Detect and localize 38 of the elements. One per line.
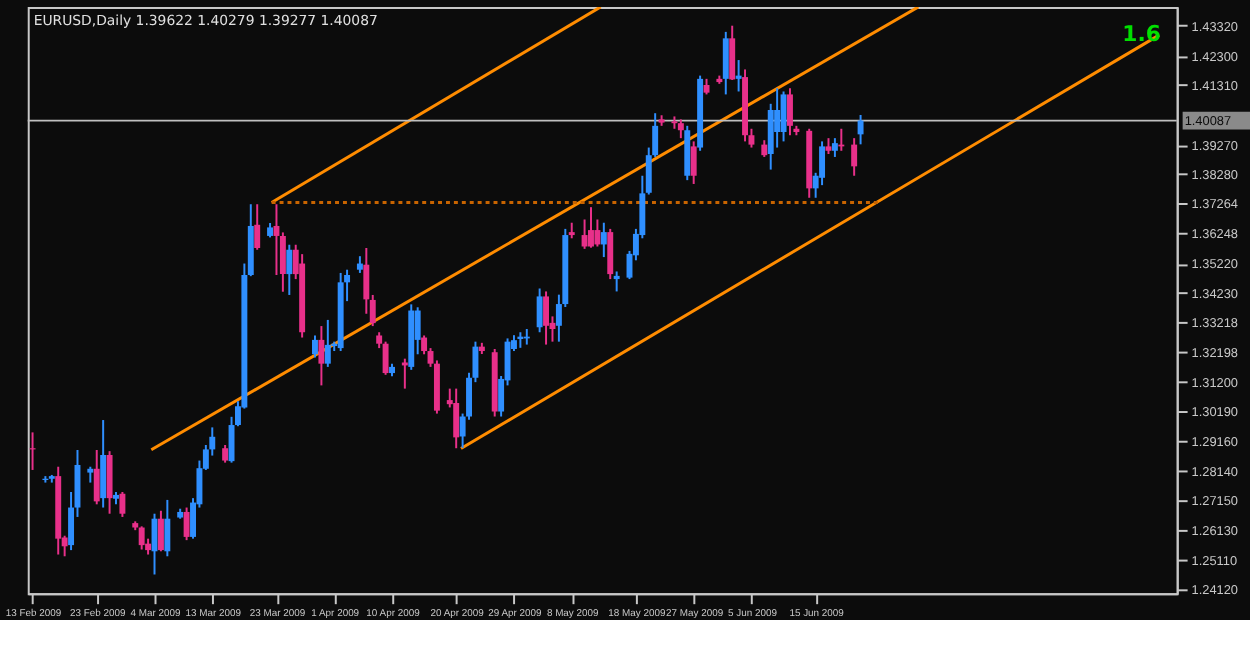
candlestick bbox=[312, 334, 318, 359]
candlestick bbox=[401, 357, 408, 390]
annotation: 1.6 bbox=[1122, 20, 1161, 47]
candlestick bbox=[164, 498, 171, 558]
candlestick bbox=[729, 24, 736, 82]
candlestick bbox=[787, 87, 793, 137]
candlestick bbox=[600, 221, 607, 259]
candlestick bbox=[254, 203, 261, 251]
candlestick bbox=[735, 59, 742, 93]
candlestick bbox=[857, 113, 864, 146]
candlestick bbox=[607, 227, 614, 281]
candlestick bbox=[677, 118, 684, 140]
candlestick bbox=[690, 140, 697, 185]
candlestick bbox=[318, 325, 325, 387]
candlestick bbox=[119, 490, 126, 518]
candlestick bbox=[138, 525, 145, 551]
candlestick bbox=[93, 449, 100, 506]
candlestick bbox=[831, 137, 838, 158]
candlestick bbox=[594, 218, 601, 248]
candlestick bbox=[774, 87, 781, 149]
candlestick bbox=[851, 137, 858, 177]
candlestick bbox=[581, 218, 588, 250]
candlestick bbox=[684, 124, 691, 182]
candlestick bbox=[324, 318, 331, 368]
candlestick bbox=[106, 450, 113, 515]
candlestick bbox=[157, 509, 164, 553]
candlestick bbox=[722, 30, 729, 96]
candlestick bbox=[780, 90, 787, 143]
candlestick bbox=[543, 290, 550, 346]
candlestick bbox=[183, 506, 190, 542]
candlestick bbox=[100, 419, 107, 509]
candlestick bbox=[453, 387, 460, 450]
candlestick bbox=[588, 206, 594, 249]
candlestick bbox=[286, 243, 293, 296]
candlestick bbox=[671, 115, 678, 130]
candlestick bbox=[613, 270, 620, 293]
candlestick bbox=[536, 287, 543, 334]
candlestick bbox=[382, 340, 389, 376]
